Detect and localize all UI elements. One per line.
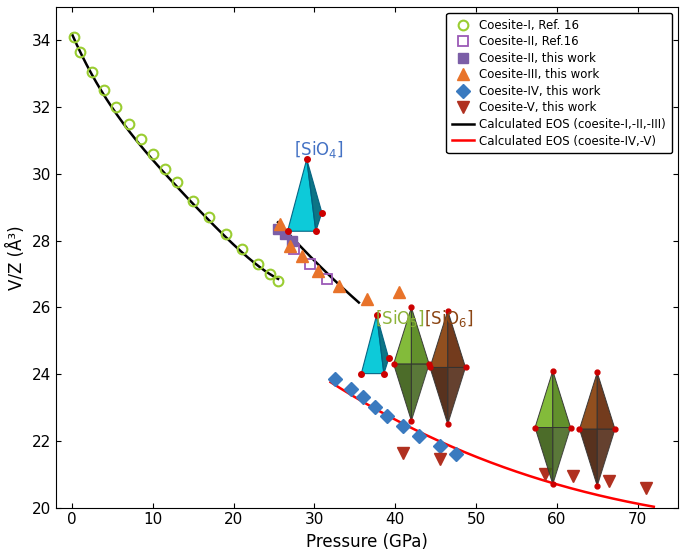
Coesite-I, Ref. 16 [100, 87, 108, 94]
Coesite-II, this work [280, 230, 288, 237]
Coesite-IV, this work [415, 432, 423, 439]
Text: [SiO$_4$]: [SiO$_4$] [294, 140, 344, 161]
Coesite-II, this work [288, 237, 296, 244]
Line: Coesite-I, Ref. 16: Coesite-I, Ref. 16 [68, 32, 283, 286]
Coesite-IV, this work [399, 422, 408, 429]
Coesite-IV, this work [359, 394, 367, 401]
Polygon shape [448, 368, 466, 424]
Coesite-V, this work [569, 473, 577, 479]
Coesite-IV, this work [347, 386, 355, 392]
Coesite-I, Ref. 16 [253, 261, 262, 267]
Coesite-V, this work [436, 456, 444, 463]
Text: [SiO$_6$]: [SiO$_6$] [423, 308, 473, 329]
Coesite-III, this work [298, 252, 306, 259]
Coesite-I, Ref. 16 [88, 69, 97, 75]
Coesite-V, this work [399, 449, 408, 456]
Polygon shape [553, 427, 571, 484]
Polygon shape [288, 159, 316, 231]
Polygon shape [377, 315, 389, 374]
Coesite-I, Ref. 16 [189, 197, 197, 204]
Coesite-III, this work [314, 267, 323, 274]
Coesite-IV, this work [371, 404, 379, 411]
Coesite-III, this work [286, 242, 295, 249]
Polygon shape [535, 371, 553, 427]
Coesite-II, Ref.16 [290, 246, 298, 252]
Coesite-IV, this work [451, 451, 460, 458]
Line: Coesite-V, this work: Coesite-V, this work [398, 447, 651, 493]
Coesite-I, Ref. 16 [238, 246, 246, 252]
Coesite-I, Ref. 16 [266, 271, 274, 277]
Coesite-I, Ref. 16 [69, 33, 77, 40]
Coesite-II, Ref.16 [323, 276, 331, 282]
Coesite-I, Ref. 16 [274, 277, 282, 284]
Coesite-I, Ref. 16 [161, 166, 169, 172]
Coesite-III, this work [334, 282, 342, 289]
Polygon shape [535, 427, 553, 484]
Coesite-IV, this work [383, 412, 391, 419]
Line: Coesite-III, this work: Coesite-III, this work [275, 218, 405, 305]
Coesite-V, this work [606, 478, 614, 484]
Line: Coesite-IV, this work: Coesite-IV, this work [329, 374, 461, 459]
Coesite-I, Ref. 16 [206, 214, 214, 220]
Polygon shape [553, 371, 571, 427]
Coesite-I, Ref. 16 [173, 179, 181, 186]
Coesite-I, Ref. 16 [149, 151, 157, 157]
Polygon shape [394, 307, 412, 364]
Polygon shape [394, 364, 412, 421]
Coesite-III, this work [363, 296, 371, 302]
Coesite-V, this work [540, 471, 549, 478]
Polygon shape [448, 311, 466, 368]
Coesite-II, Ref.16 [306, 261, 314, 267]
Coesite-I, Ref. 16 [221, 230, 229, 237]
Coesite-II, this work [274, 225, 282, 232]
Polygon shape [412, 364, 429, 421]
Polygon shape [361, 315, 384, 374]
Coesite-I, Ref. 16 [125, 121, 133, 127]
Polygon shape [597, 372, 615, 429]
Coesite-IV, this work [330, 376, 338, 382]
Coesite-III, this work [395, 289, 403, 296]
Polygon shape [597, 429, 615, 486]
Polygon shape [430, 311, 448, 368]
Y-axis label: V/Z (Å³): V/Z (Å³) [7, 225, 26, 290]
Coesite-IV, this work [436, 442, 444, 449]
Text: [SiO$_5$]: [SiO$_5$] [375, 308, 425, 329]
Coesite-III, this work [276, 220, 284, 227]
Polygon shape [307, 159, 322, 231]
Polygon shape [580, 429, 597, 486]
Line: Coesite-II, this work: Coesite-II, this work [273, 224, 297, 246]
Coesite-I, Ref. 16 [136, 136, 145, 142]
Polygon shape [412, 307, 429, 364]
Polygon shape [430, 368, 448, 424]
Coesite-I, Ref. 16 [112, 104, 121, 110]
X-axis label: Pressure (GPa): Pressure (GPa) [306, 533, 428, 551]
Coesite-V, this work [642, 484, 650, 491]
Polygon shape [580, 372, 597, 429]
Coesite-I, Ref. 16 [76, 49, 84, 55]
Legend: Coesite-I, Ref. 16, Coesite-II, Ref.16, Coesite-II, this work, Coesite-III, this: Coesite-I, Ref. 16, Coesite-II, Ref.16, … [447, 13, 672, 153]
Line: Coesite-II, Ref.16: Coesite-II, Ref.16 [289, 244, 332, 284]
